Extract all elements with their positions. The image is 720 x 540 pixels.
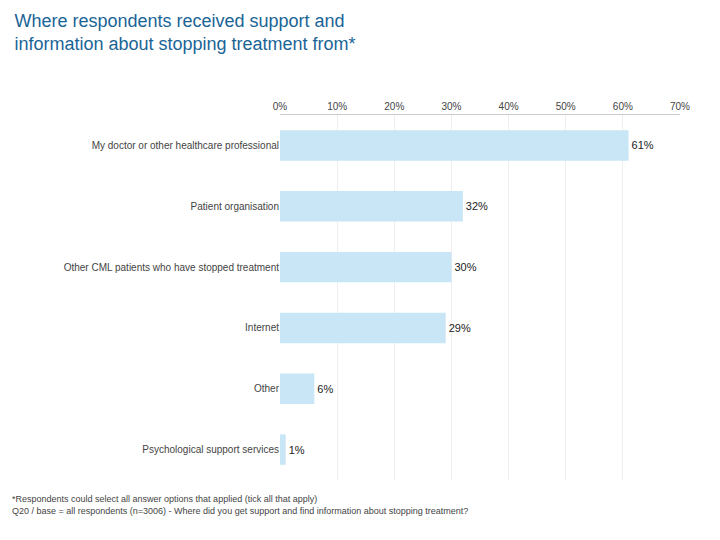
svg-text:1%: 1%: [289, 444, 305, 456]
svg-text:*Respondents could select all: *Respondents could select all answer opt…: [12, 494, 468, 516]
svg-text:My doctor or other healthcare: My doctor or other healthcare profession…: [92, 140, 279, 151]
svg-text:32%: 32%: [466, 200, 488, 212]
svg-text:0%: 0%: [273, 101, 288, 112]
svg-text:30%: 30%: [441, 101, 461, 112]
svg-text:Patient organisation: Patient organisation: [191, 201, 279, 212]
svg-text:60%: 60%: [613, 101, 633, 112]
svg-text:50%: 50%: [556, 101, 576, 112]
svg-text:Other CML patients who have st: Other CML patients who have stopped trea…: [64, 262, 280, 273]
svg-text:Internet: Internet: [245, 322, 279, 333]
svg-text:30%: 30%: [454, 261, 476, 273]
svg-text:10%: 10%: [327, 101, 347, 112]
svg-text:40%: 40%: [499, 101, 519, 112]
svg-text:29%: 29%: [449, 322, 471, 334]
svg-text:Where respondents received sup: Where respondents received support andin…: [14, 11, 355, 54]
svg-text:Other: Other: [254, 383, 280, 394]
svg-text:70%: 70%: [670, 101, 690, 112]
svg-text:61%: 61%: [632, 139, 654, 151]
svg-text:6%: 6%: [317, 383, 333, 395]
svg-text:20%: 20%: [384, 101, 404, 112]
svg-text:Psychological support services: Psychological support services: [142, 444, 279, 455]
